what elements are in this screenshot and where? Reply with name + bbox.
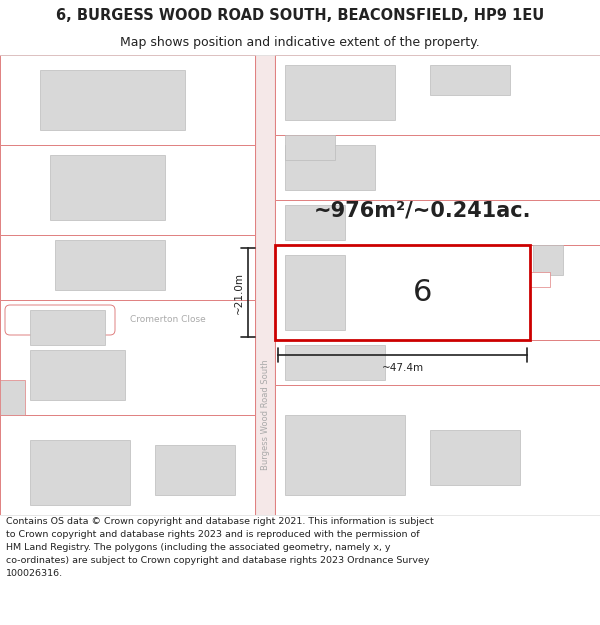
Bar xyxy=(275,340,600,385)
Bar xyxy=(0,235,255,300)
Bar xyxy=(275,245,530,340)
Bar xyxy=(30,440,130,505)
FancyBboxPatch shape xyxy=(5,305,115,335)
Bar xyxy=(285,345,385,380)
Bar xyxy=(0,55,255,145)
Text: 6, BURGESS WOOD ROAD SOUTH, BEACONSFIELD, HP9 1EU: 6, BURGESS WOOD ROAD SOUTH, BEACONSFIELD… xyxy=(56,8,544,23)
Text: 6: 6 xyxy=(413,278,432,307)
Text: ~21.0m: ~21.0m xyxy=(234,271,244,314)
Bar xyxy=(285,415,405,495)
Bar xyxy=(0,380,25,415)
Bar xyxy=(40,70,185,130)
Bar xyxy=(30,350,125,400)
Bar xyxy=(275,200,600,245)
Text: Burgess Wood Road South: Burgess Wood Road South xyxy=(260,359,269,471)
Bar xyxy=(0,300,255,415)
Bar xyxy=(285,135,335,160)
Text: Map shows position and indicative extent of the property.: Map shows position and indicative extent… xyxy=(120,36,480,49)
Bar xyxy=(430,430,520,485)
Bar xyxy=(430,65,510,95)
Bar xyxy=(285,205,345,240)
Bar xyxy=(275,385,600,515)
Bar xyxy=(275,55,600,135)
Bar xyxy=(530,245,600,340)
Bar xyxy=(255,55,275,515)
Bar xyxy=(30,310,105,345)
Text: Cromerton Close: Cromerton Close xyxy=(130,316,206,324)
Bar xyxy=(0,415,255,515)
Text: Contains OS data © Crown copyright and database right 2021. This information is : Contains OS data © Crown copyright and d… xyxy=(6,518,434,578)
Bar xyxy=(533,245,563,275)
Bar xyxy=(155,445,235,495)
Bar xyxy=(50,155,165,220)
Bar xyxy=(285,65,395,120)
Bar xyxy=(55,240,165,290)
Text: ~976m²/~0.241ac.: ~976m²/~0.241ac. xyxy=(314,200,531,220)
Bar xyxy=(530,272,550,287)
Bar xyxy=(275,135,600,200)
Text: ~47.4m: ~47.4m xyxy=(382,363,424,373)
Bar xyxy=(285,145,375,190)
Bar xyxy=(285,255,345,330)
Bar xyxy=(0,145,255,235)
